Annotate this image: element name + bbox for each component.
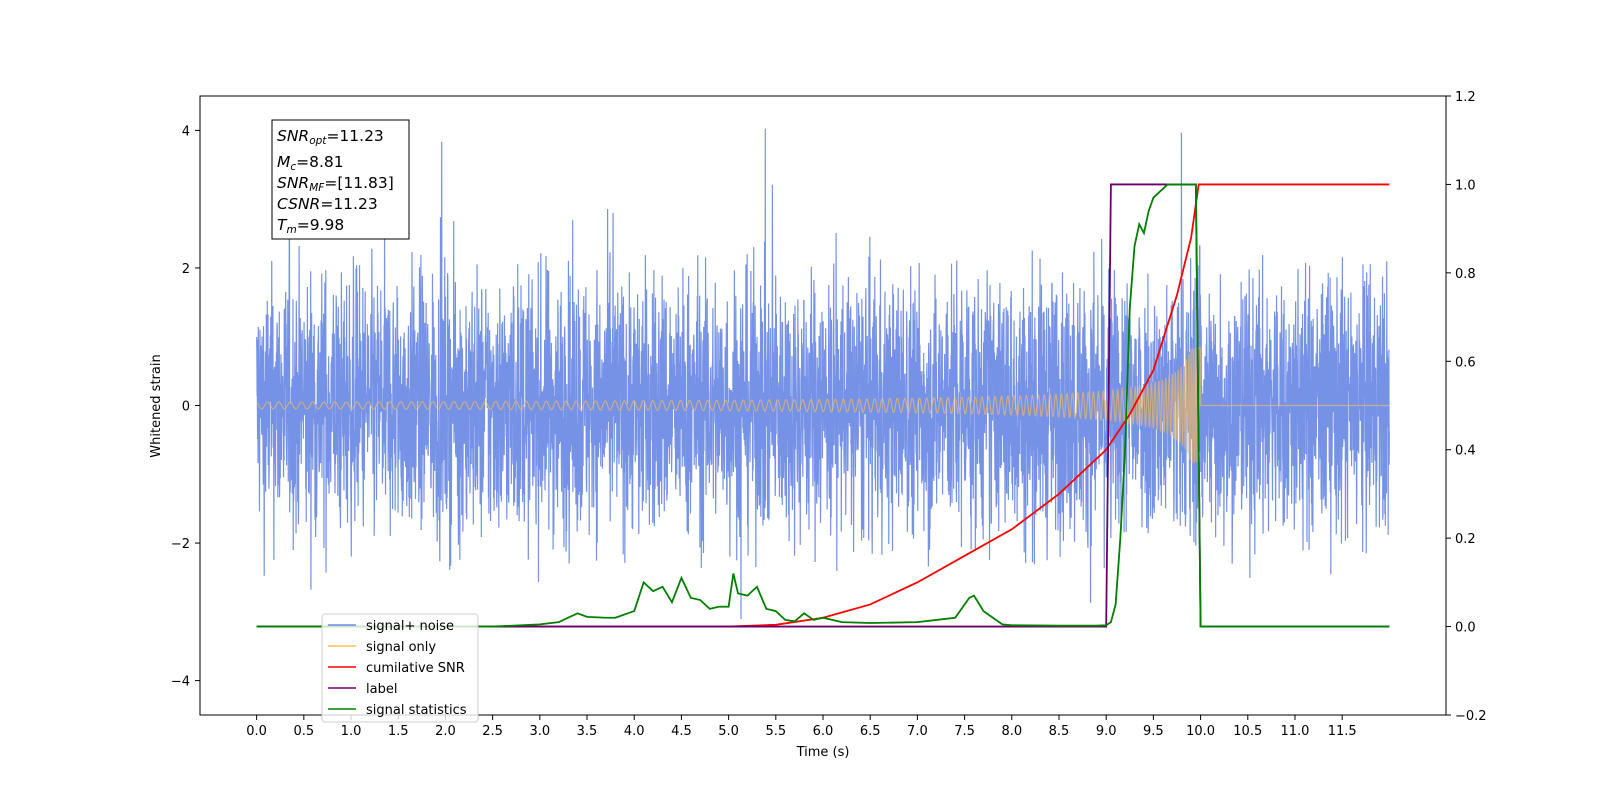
x-tick-label: 6.0 (813, 724, 834, 739)
x-tick-label: 9.0 (1096, 724, 1117, 739)
legend-item-signal-noise: signal+ noise (328, 619, 454, 634)
stat-snr-opt: SNRopt=11.23 (277, 127, 384, 147)
x-tick-label: 5.0 (718, 724, 739, 739)
x-tick-label: 9.5 (1143, 724, 1164, 739)
x-tick-label: 3.5 (577, 724, 598, 739)
x-tick-label: 7.5 (954, 724, 975, 739)
legend: signal+ noise signal only cumilative SNR… (321, 613, 479, 723)
stat-mc: Mc=8.81 (277, 153, 344, 173)
legend-label-signal-noise: signal+ noise (366, 619, 454, 634)
legend-item-signal-only: signal only (328, 640, 436, 655)
y2-tick-label: 1.2 (1455, 90, 1476, 105)
x-tick-label: 11.0 (1280, 724, 1309, 739)
x-tick-label: 0.0 (246, 724, 267, 739)
plot-area (256, 128, 1390, 628)
y-tick-label: 4 (182, 124, 190, 139)
x-tick-label: 6.5 (860, 724, 881, 739)
series-signal-noise (256, 128, 1390, 620)
legend-item-cumulative-snr: cumilative SNR (328, 661, 465, 676)
x-tick-label: 8.5 (1049, 724, 1070, 739)
y2-tick-label: −0.2 (1455, 709, 1487, 724)
y2-tick-label: 1.0 (1455, 178, 1476, 193)
y-tick-label: 2 (182, 262, 190, 277)
y-axis-left: 4 2 0 −2 −4 (171, 124, 200, 690)
x-axis: 0.0 0.5 1.0 1.5 2.0 2.5 3.0 3.5 4.0 4.5 5.0 5.5 6.0 6… (246, 715, 1357, 739)
x-tick-label: 11.5 (1328, 724, 1357, 739)
y2-tick-label: 0.0 (1455, 621, 1476, 636)
y-axis-label: Whitened strain (149, 354, 164, 457)
stat-csnr: CSNR=11.23 (277, 195, 378, 213)
x-tick-label: 2.0 (435, 724, 456, 739)
series-cumulative-snr (256, 183, 1390, 628)
y-tick-label: −4 (171, 675, 190, 690)
stats-box: SNRopt=11.23 Mc=8.81 SNRMF=[11.83] CSNR=… (271, 119, 410, 240)
y2-tick-label: 0.8 (1455, 267, 1476, 282)
legend-label-signal-only: signal only (366, 640, 436, 655)
x-tick-label: 2.5 (482, 724, 503, 739)
y2-tick-label: 0.4 (1455, 444, 1476, 459)
series-signal-only (256, 347, 1390, 464)
y2-tick-label: 0.2 (1455, 532, 1476, 547)
x-tick-label: 10.5 (1233, 724, 1262, 739)
x-axis-label: Time (s) (796, 745, 850, 760)
legend-label-cumulative-snr: cumilative SNR (366, 661, 465, 676)
series-signal-statistics (256, 183, 1390, 628)
x-tick-label: 1.5 (388, 724, 409, 739)
y-axis-right: 1.2 1.0 0.8 0.6 0.4 0.2 0.0 −0.2 (1446, 90, 1487, 724)
x-tick-label: 1.0 (341, 724, 362, 739)
y2-tick-label: 0.6 (1455, 355, 1476, 370)
x-tick-label: 3.0 (529, 724, 550, 739)
legend-item-signal-statistics: signal statistics (328, 703, 467, 718)
y-tick-label: 0 (182, 400, 190, 415)
legend-label-label: label (366, 682, 397, 697)
x-tick-label: 4.5 (671, 724, 692, 739)
x-tick-label: 5.5 (765, 724, 786, 739)
x-tick-label: 8.0 (1001, 724, 1022, 739)
x-tick-label: 4.0 (624, 724, 645, 739)
legend-label-signal-statistics: signal statistics (366, 703, 467, 718)
x-tick-label: 7.0 (907, 724, 928, 739)
stat-tm: Tm=9.98 (277, 216, 344, 236)
y-tick-label: −2 (171, 537, 190, 552)
x-tick-label: 0.5 (293, 724, 314, 739)
stat-snr-mf: SNRMF=[11.83] (277, 174, 394, 194)
legend-item-label: label (328, 682, 397, 697)
x-tick-label: 10.0 (1186, 724, 1215, 739)
